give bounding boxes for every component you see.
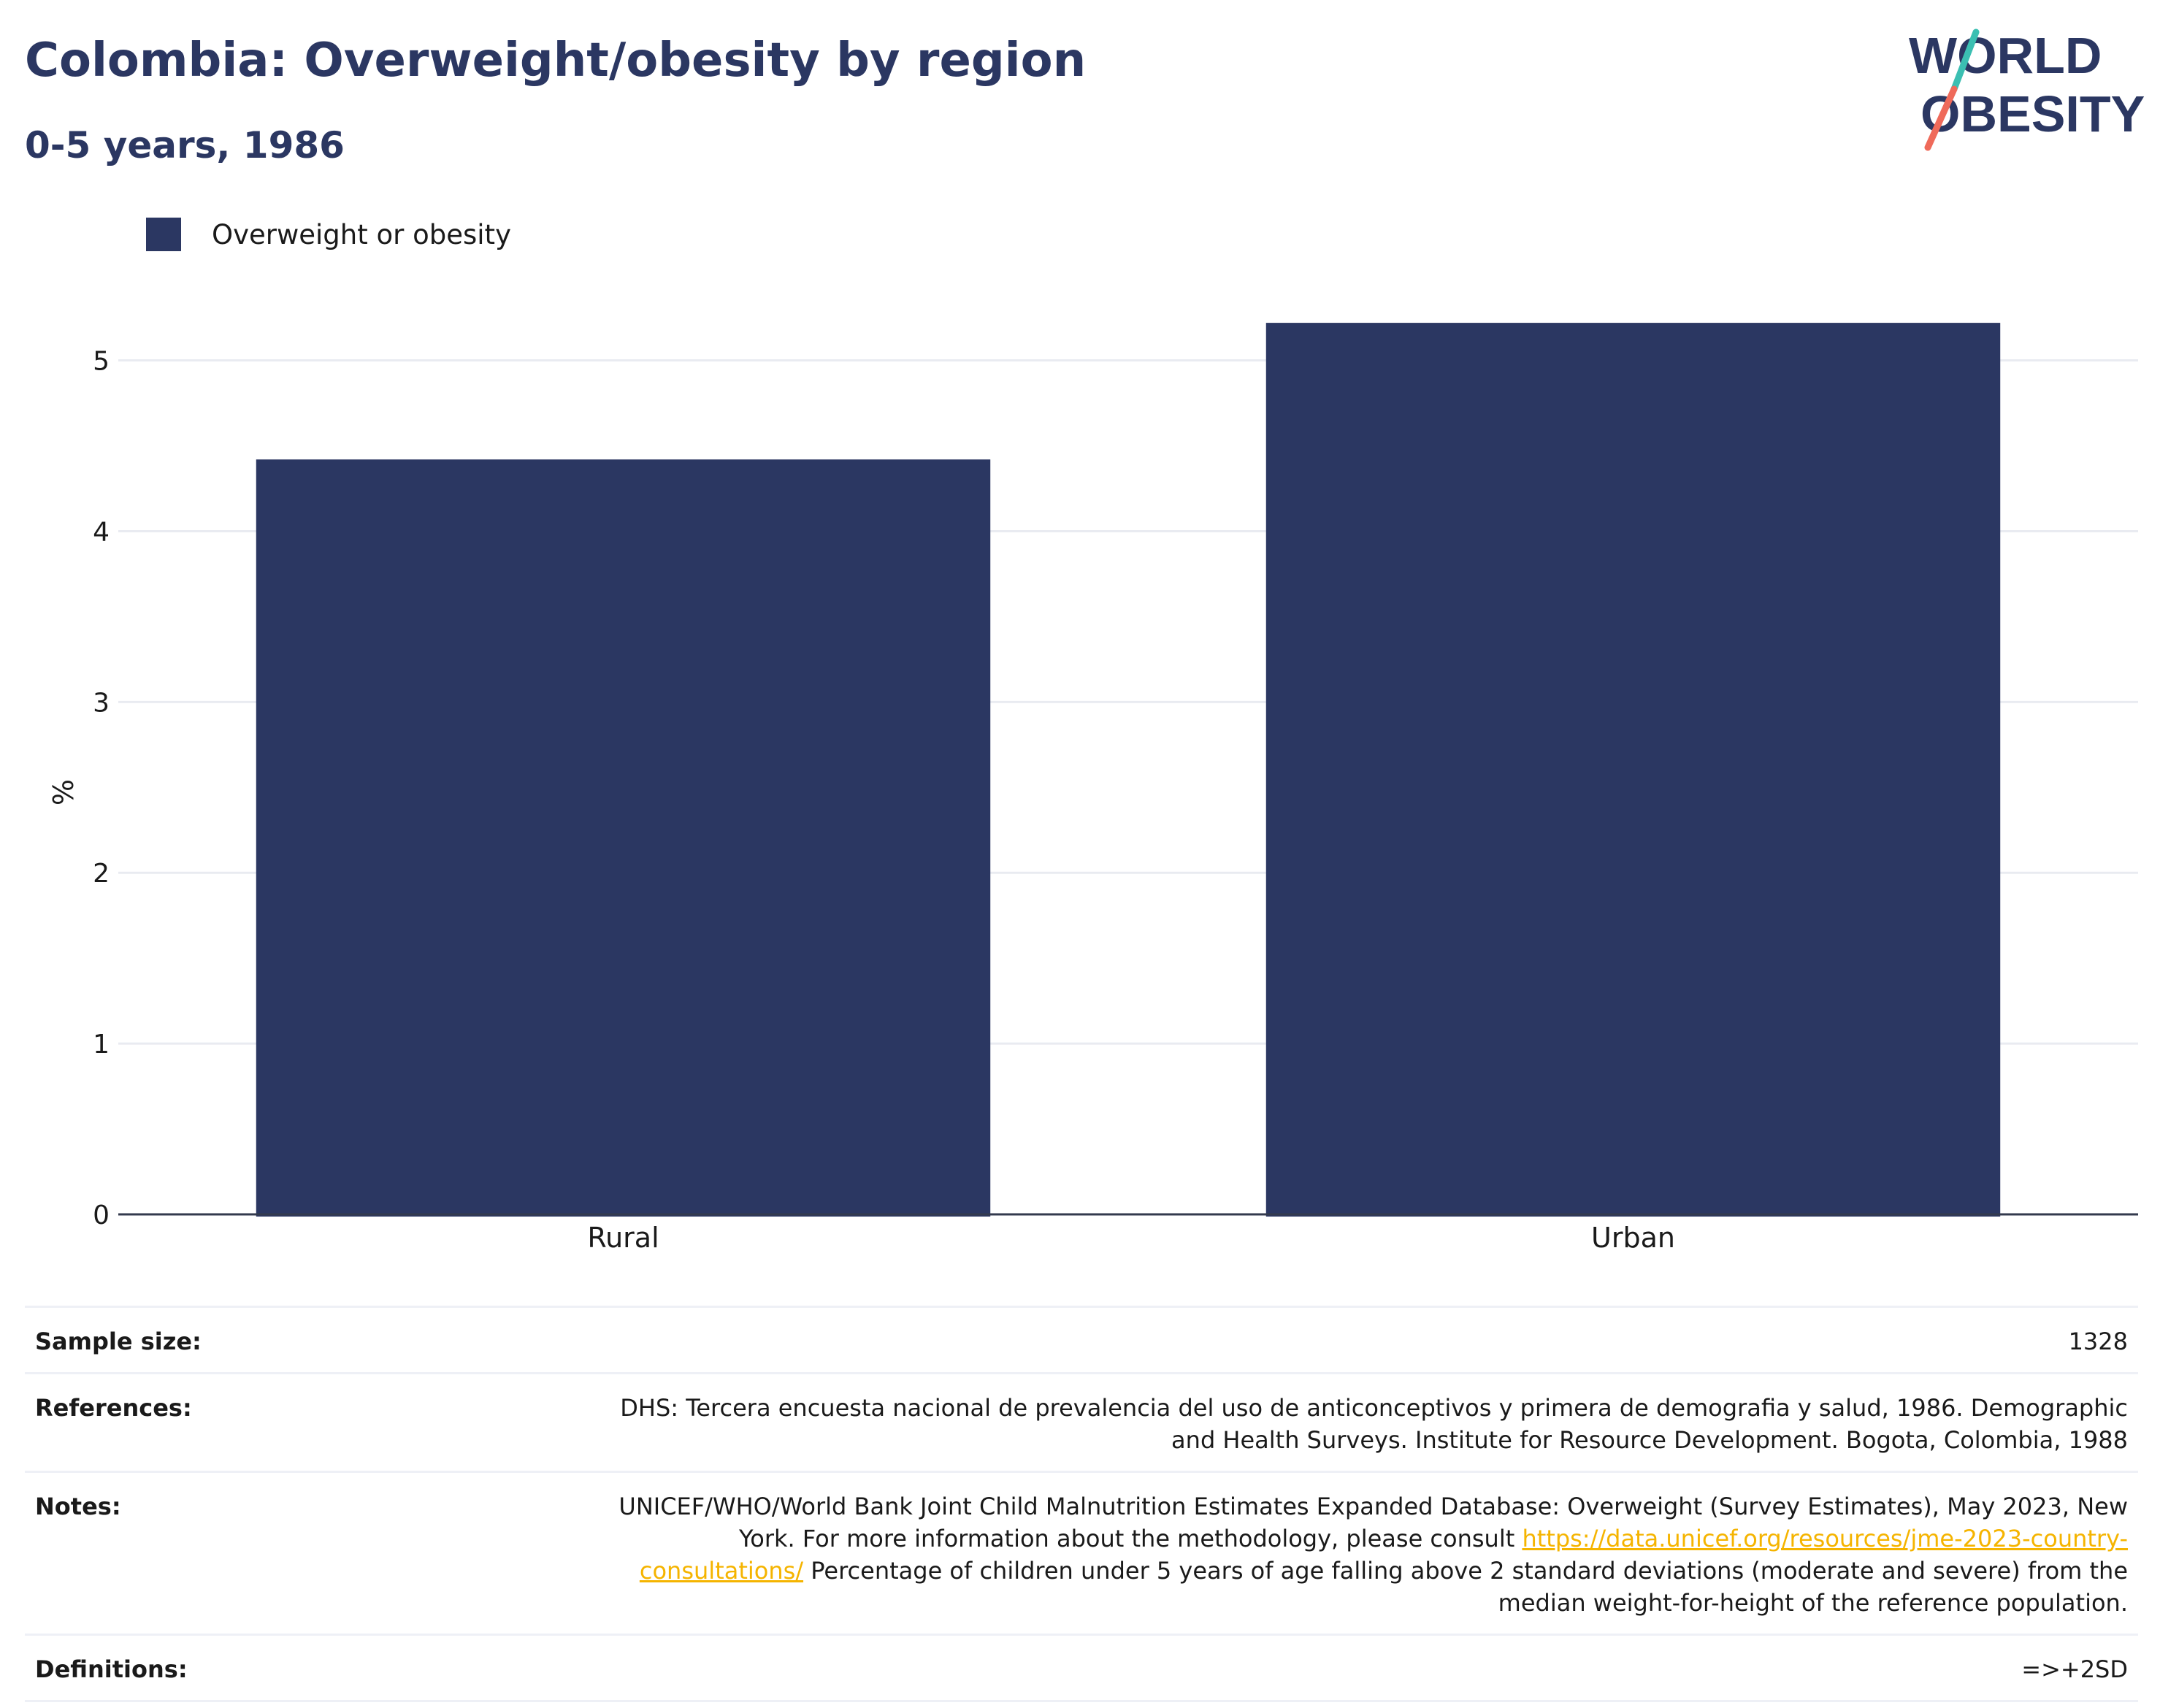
- logo-line1: WORLD: [1909, 27, 2102, 84]
- metadata-table: Sample size: 1328 References: DHS: Terce…: [25, 1306, 2138, 1702]
- sample-size-row: Sample size: 1328: [25, 1306, 2138, 1372]
- notes-value: UNICEF/WHO/World Bank Joint Child Malnut…: [609, 1490, 2128, 1619]
- notes-label: Notes:: [35, 1493, 121, 1520]
- notes-text-1: UNICEF/WHO/World Bank Joint Child Malnut…: [618, 1493, 2128, 1552]
- chart-subtitle: 0-5 years, 1986: [25, 124, 345, 166]
- chart-title: Colombia: Overweight/obesity by region: [25, 34, 1087, 88]
- y-tick-label: 2: [93, 859, 110, 889]
- y-tick-label: 3: [93, 688, 110, 718]
- x-tick-label: Rural: [587, 1222, 659, 1254]
- logo-line2: OBESITY: [1920, 85, 2145, 142]
- y-tick-label: 1: [93, 1030, 110, 1060]
- notes-row: Notes: UNICEF/WHO/World Bank Joint Child…: [25, 1471, 2138, 1634]
- y-tick-label: 0: [93, 1200, 110, 1230]
- references-row: References: DHS: Tercera encuesta nacion…: [25, 1372, 2138, 1471]
- bar-rural: [256, 459, 991, 1217]
- y-axis-label: %: [46, 779, 78, 805]
- sample-size-value: 1328: [2068, 1328, 2128, 1355]
- legend-swatch: [146, 218, 181, 251]
- references-label: References:: [35, 1394, 192, 1422]
- definitions-row: Definitions: =>+2SD: [25, 1634, 2138, 1702]
- definitions-value: =>+2SD: [2021, 1655, 2128, 1683]
- bar-urban: [1265, 323, 2001, 1217]
- bar-chart: 0 1 2 3 4 5% Rural Urban: [46, 323, 2138, 1254]
- legend-label: Overweight or obesity: [212, 218, 511, 250]
- notes-link[interactable]: https://data.unicef.org/resources/jme-20…: [639, 1525, 2128, 1585]
- world-obesity-logo: WORLD OBESITY: [1909, 27, 2145, 151]
- references-value: DHS: Tercera encuesta nacional de preval…: [620, 1394, 2128, 1454]
- sample-size-label: Sample size:: [35, 1328, 202, 1355]
- notes-text-2: Percentage of children under 5 years of …: [803, 1557, 2128, 1617]
- y-tick-label: 4: [93, 517, 110, 547]
- y-tick-label: 5: [93, 347, 110, 377]
- definitions-label: Definitions:: [35, 1655, 188, 1683]
- x-tick-label: Urban: [1591, 1222, 1675, 1254]
- chart-legend: Overweight or obesity: [146, 218, 511, 251]
